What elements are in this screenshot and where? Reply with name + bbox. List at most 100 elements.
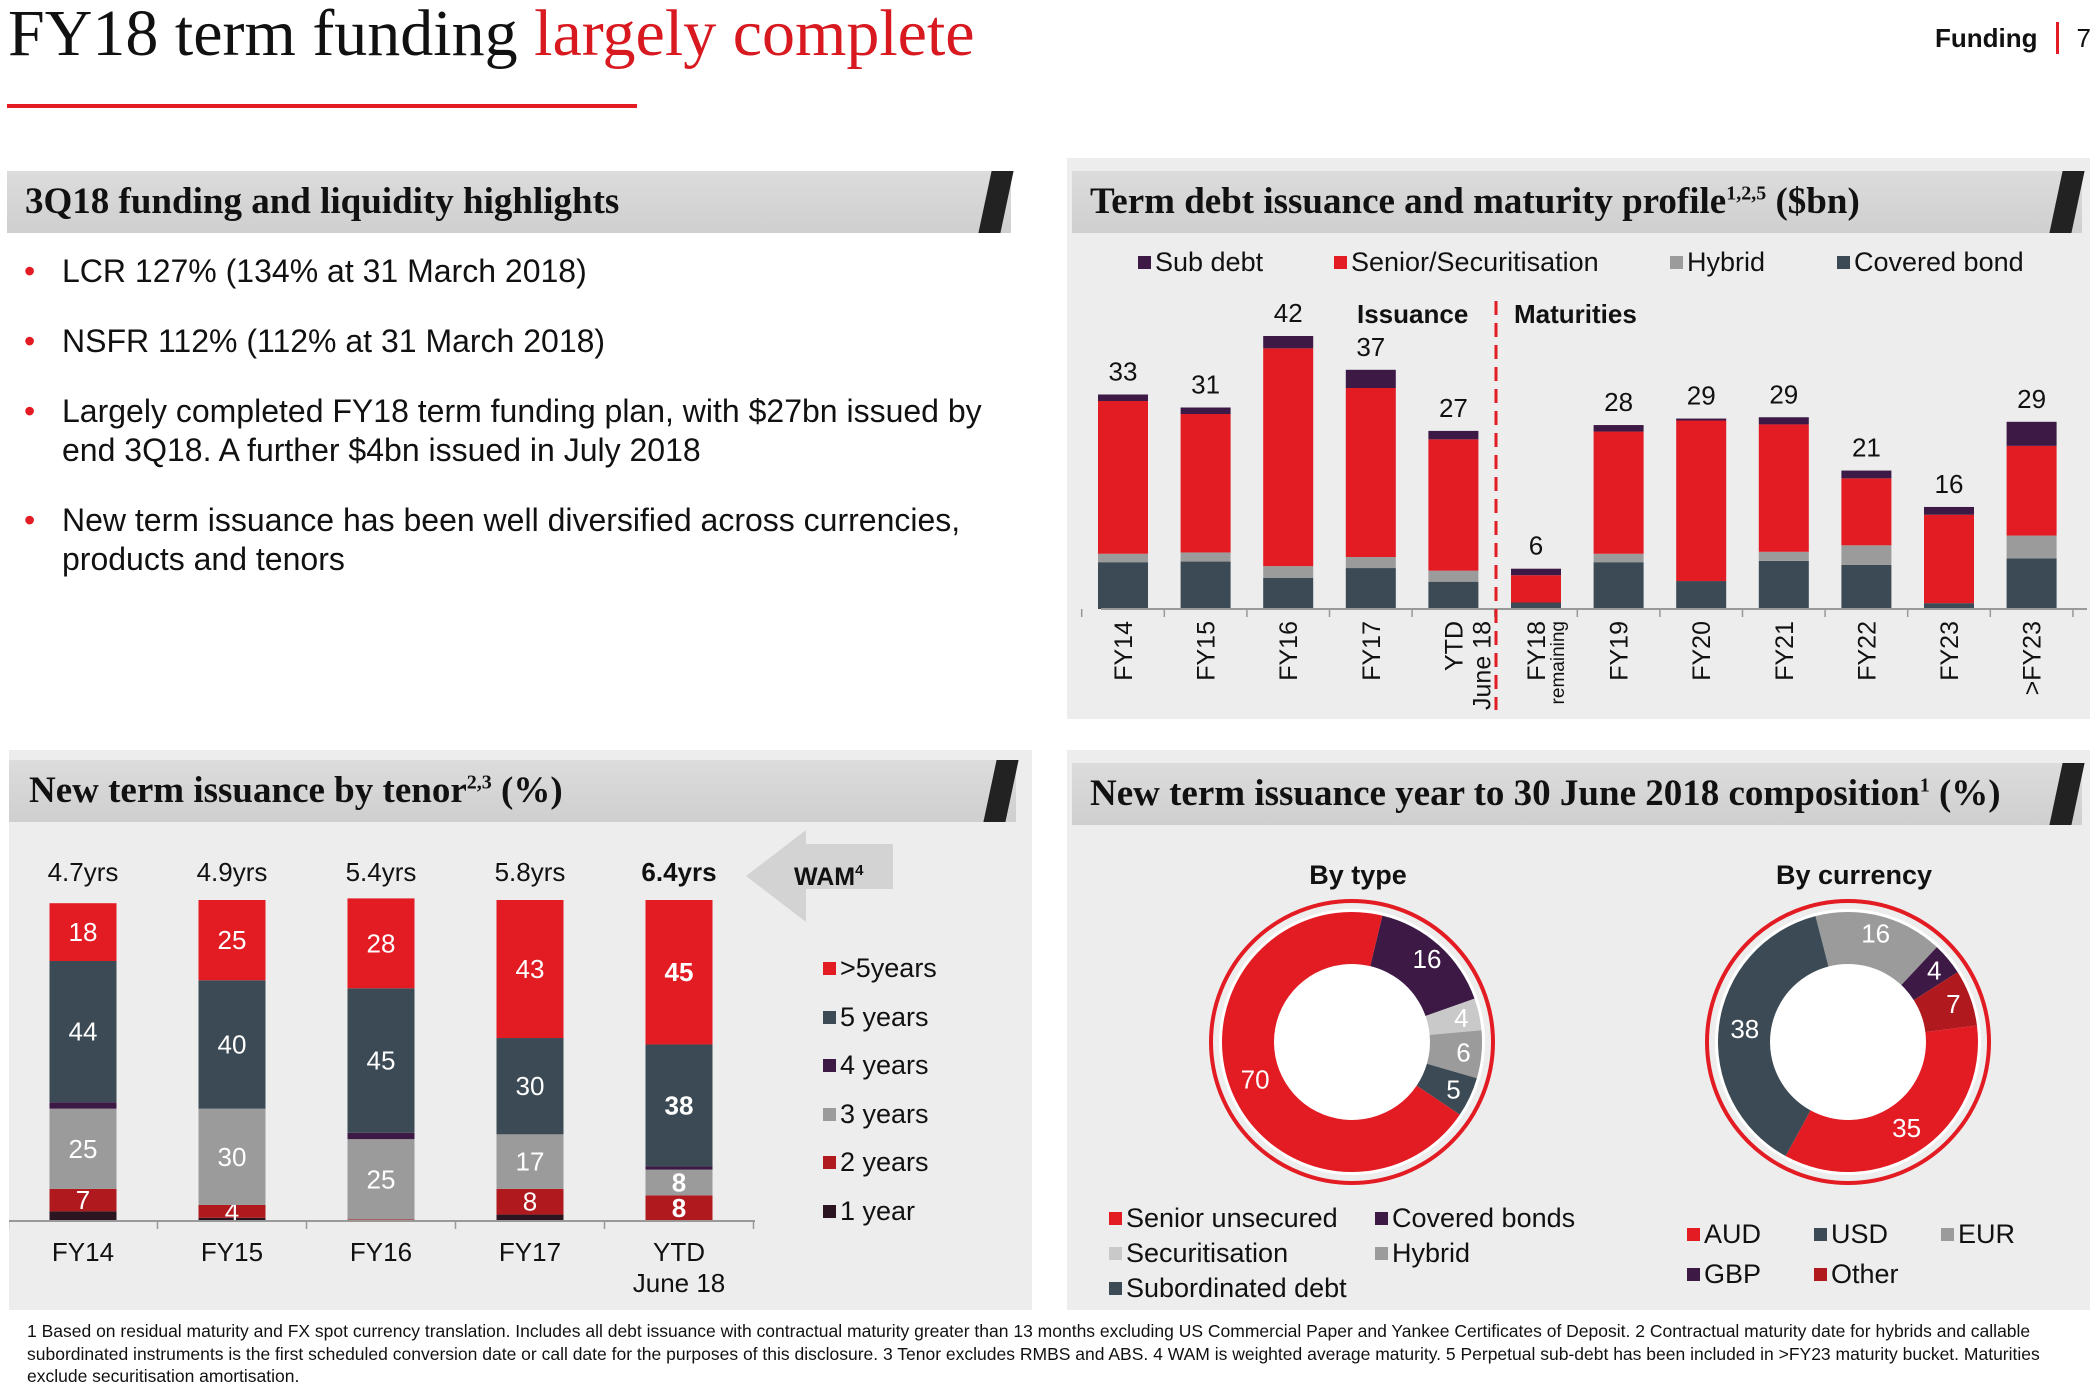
highlights-header: 3Q18 funding and liquidity highlights bbox=[7, 171, 1014, 233]
legend-label: Other bbox=[1831, 1259, 1899, 1289]
legend-item-hybrid: Hybrid bbox=[1375, 1238, 1470, 1269]
x-tick-text: >FY23 bbox=[2019, 621, 2047, 695]
segment-label: 25 bbox=[218, 925, 247, 955]
segment-label: 8 bbox=[523, 1187, 537, 1217]
bar-segment-2-years bbox=[198, 1204, 266, 1218]
legend-label: GBP bbox=[1704, 1259, 1762, 1289]
bar-segment-hybrid bbox=[1263, 566, 1314, 578]
bar-segment-senior-securitisation bbox=[2006, 445, 2057, 536]
highlights-list: LCR 127% (134% at 31 March 2018) NSFR 11… bbox=[24, 252, 1014, 610]
bar-segment-senior-securitisation bbox=[1263, 348, 1314, 567]
total-label: 16 bbox=[1935, 469, 1964, 499]
bar-segment-1-year bbox=[496, 1214, 564, 1221]
wam-arrow-label: WAM4 bbox=[794, 862, 864, 891]
slice-label: 70 bbox=[1241, 1065, 1270, 1095]
bar-segment-5years bbox=[49, 903, 117, 961]
slice-label: 7 bbox=[1946, 989, 1960, 1019]
legend-item-1-year: 1 year bbox=[823, 1196, 915, 1227]
legend-swatch bbox=[1837, 256, 1850, 269]
legend-label: USD bbox=[1831, 1219, 1889, 1249]
segment-label: 8 bbox=[672, 1167, 686, 1197]
legend-label: >5years bbox=[840, 953, 937, 983]
segment-label: 30 bbox=[516, 1071, 545, 1101]
legend-item-3-years: 3 years bbox=[823, 1099, 929, 1130]
total-label: 29 bbox=[2017, 384, 2046, 414]
segment-label: 40 bbox=[218, 1029, 247, 1059]
total-label: 29 bbox=[1687, 381, 1716, 411]
bar-segment-senior-securitisation bbox=[1924, 514, 1974, 604]
legend-item-other: Other bbox=[1814, 1259, 1899, 1290]
bar-segment-covered-bond bbox=[1098, 562, 1148, 609]
x-tick-label: FY16 bbox=[350, 1237, 412, 1267]
segment-label: 7 bbox=[76, 1185, 90, 1215]
x-tick-label: FY17 bbox=[1358, 621, 1386, 681]
slice-label: 35 bbox=[1892, 1113, 1921, 1143]
bar-segment-5-years bbox=[496, 1038, 564, 1135]
x-tick-text: YTD bbox=[1440, 621, 1468, 671]
x-tick-label: FY21 bbox=[1771, 621, 1799, 681]
bar-segment-2-years bbox=[49, 1188, 117, 1212]
bar-segment-covered-bond bbox=[1345, 568, 1396, 609]
title-unit: (%) bbox=[1938, 773, 2001, 814]
legend-swatch bbox=[1334, 256, 1347, 269]
legend-label: Hybrid bbox=[1687, 247, 1766, 277]
bar-segment-senior-securitisation bbox=[1511, 575, 1561, 603]
bar-segment-5-years bbox=[49, 960, 117, 1103]
wam-footnote-ref: 4 bbox=[855, 862, 864, 879]
tenor-chart: 7 25 44 18 4.7yrs FY14 4 30 40 25 4.9yrs FY15 25 45 28… bbox=[9, 830, 893, 1298]
bar-segment-covered-bond bbox=[1676, 581, 1727, 609]
slice-label: 16 bbox=[1413, 944, 1442, 974]
bullet-item: NSFR 112% (112% at 31 March 2018) bbox=[24, 322, 1014, 361]
composition-title: New term issuance year to 30 June 2018 c… bbox=[1090, 773, 1920, 814]
donut-subtitle: By currency bbox=[1776, 860, 1932, 890]
x-tick-label: FY19 bbox=[1606, 621, 1634, 681]
x-tick-text: FY21 bbox=[1771, 621, 1799, 681]
donut-slice-subordinated-debt bbox=[1416, 1063, 1477, 1115]
bar-segment-senior-securitisation bbox=[1841, 478, 1892, 546]
legend-swatch bbox=[1687, 1268, 1700, 1281]
slice-label: 4 bbox=[1454, 1003, 1468, 1033]
legend-item-senior-unsecured: Senior unsecured bbox=[1109, 1203, 1338, 1234]
x-tick-label: FY17 bbox=[499, 1237, 561, 1267]
legend-swatch bbox=[1670, 256, 1683, 269]
term-debt-header: Term debt issuance and maturity profile1… bbox=[1072, 171, 2085, 233]
bar-segment-senior-securitisation bbox=[1758, 424, 1809, 552]
bar-segment-hybrid bbox=[1098, 553, 1148, 563]
term-debt-title: Term debt issuance and maturity profile bbox=[1090, 181, 1727, 222]
bar-segment-hybrid bbox=[1428, 570, 1479, 582]
total-label: 42 bbox=[1274, 298, 1303, 328]
wam-arrow-icon bbox=[746, 830, 893, 922]
legend-item-usd: USD bbox=[1814, 1219, 1888, 1250]
donut-slice-other bbox=[1913, 972, 1977, 1033]
wam-label: 5.8yrs bbox=[495, 857, 566, 887]
bar-segment-sub-debt bbox=[1428, 430, 1479, 440]
donut-slice-covered-bonds bbox=[1370, 915, 1475, 1017]
bar-segment-5-years bbox=[347, 988, 415, 1133]
bar-segment-5years bbox=[347, 898, 415, 989]
bar-segment-covered-bond bbox=[1180, 561, 1231, 609]
x-tick-text: FY18 bbox=[1523, 621, 1551, 681]
legend-swatch bbox=[823, 1107, 836, 1121]
donut-slice-aud bbox=[1785, 1025, 1978, 1172]
legend-item-gbp: GBP bbox=[1687, 1259, 1761, 1290]
x-tick-text: remaining bbox=[1548, 621, 1569, 704]
bar-segment-hybrid bbox=[1345, 557, 1396, 569]
bar-segment-1-year bbox=[49, 1211, 117, 1221]
donut-slice-eur bbox=[1815, 912, 1937, 986]
total-label: 21 bbox=[1852, 433, 1881, 463]
bar-segment-senior-securitisation bbox=[1676, 420, 1727, 582]
donut-slice-hybrid bbox=[1426, 1030, 1482, 1079]
bar-segment-sub-debt bbox=[1841, 470, 1892, 479]
legend-swatch bbox=[1138, 256, 1151, 269]
legend-label: Senior/Securitisation bbox=[1351, 247, 1599, 277]
bar-segment-2-years bbox=[645, 1195, 713, 1221]
bar-segment-sub-debt bbox=[2006, 421, 2057, 446]
title-footnote-ref: 1,2,5 bbox=[1726, 182, 1767, 205]
term-debt-chart: 33 FY14 31 FY15 42 FY16 37 FY17 27 YTD June 18 6 FY1… bbox=[1080, 298, 2087, 710]
divider bbox=[2055, 22, 2059, 54]
x-tick-label: FY15 bbox=[201, 1237, 263, 1267]
total-label: 27 bbox=[1439, 393, 1468, 423]
legend-item-senior-securitisation: Senior/Securitisation bbox=[1334, 247, 1599, 278]
bar-segment-covered-bond bbox=[1924, 603, 1974, 609]
bullet-item: Largely completed FY18 term funding plan… bbox=[24, 392, 1014, 470]
